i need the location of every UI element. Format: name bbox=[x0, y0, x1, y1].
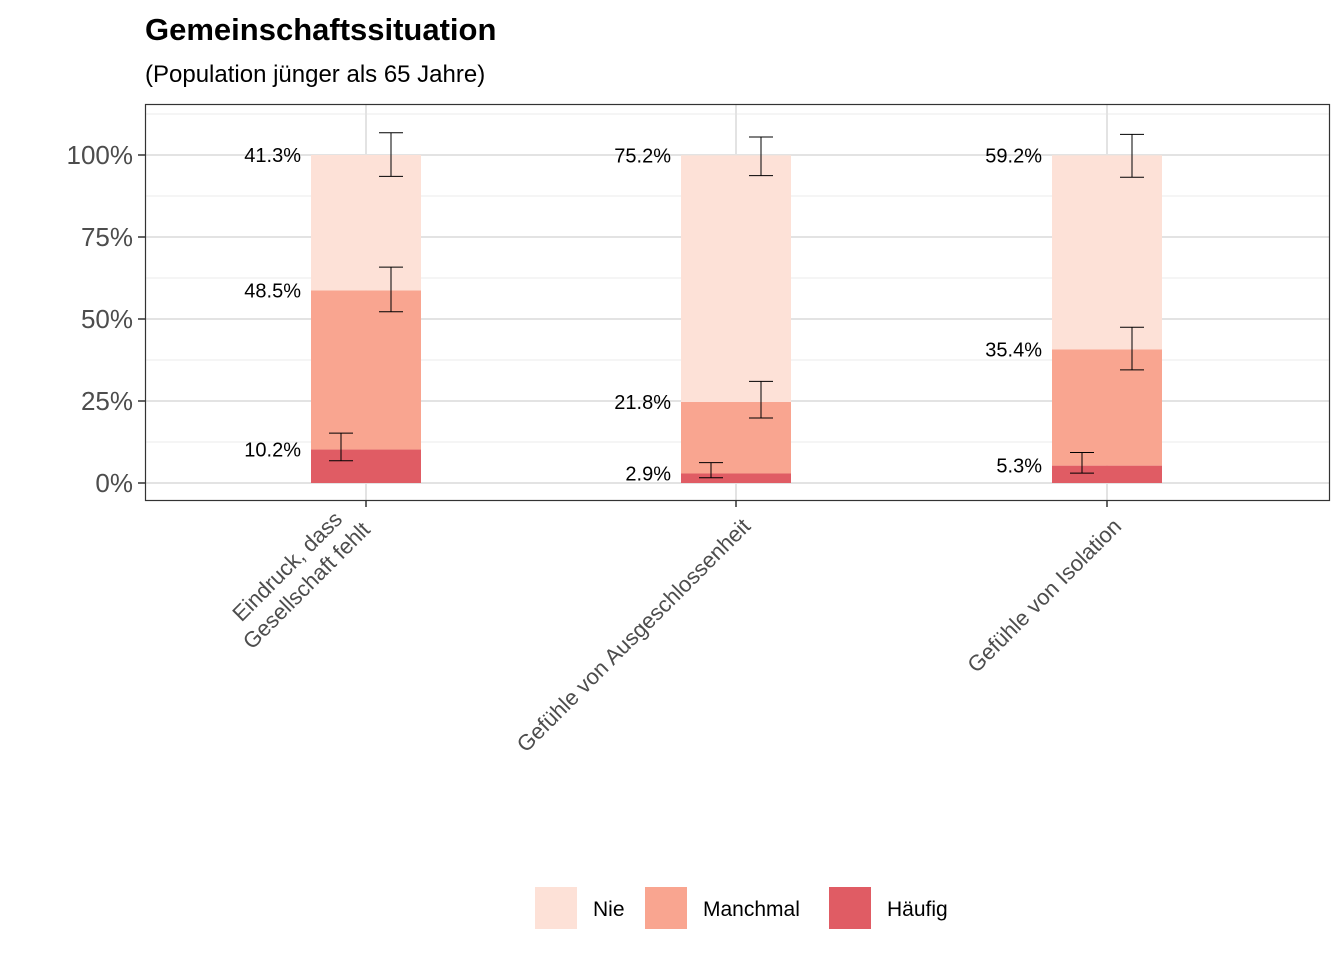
legend-label: Manchmal bbox=[703, 898, 800, 921]
data-label: 5.3% bbox=[996, 456, 1042, 478]
y-tick-label: 0% bbox=[95, 468, 133, 498]
chart-title: Gemeinschaftssituation bbox=[145, 12, 496, 47]
bar-manchmal-1 bbox=[681, 401, 791, 474]
y-tick-label: 25% bbox=[81, 386, 133, 416]
data-label: 21.8% bbox=[614, 392, 671, 414]
legend-label: Nie bbox=[593, 898, 625, 921]
bar-manchmal-0 bbox=[311, 290, 421, 450]
data-label: 75.2% bbox=[614, 145, 671, 167]
y-tick-label: 100% bbox=[67, 140, 134, 170]
plot-border bbox=[144, 103, 1331, 502]
bar-nie-2 bbox=[1052, 155, 1162, 350]
bar-hufig-0 bbox=[311, 449, 421, 483]
legend-key-1 bbox=[645, 887, 687, 929]
legend: Nie Manchmal Häufig bbox=[535, 887, 948, 929]
x-tick-label: Eindruck, dassGesellschaft fehlt bbox=[219, 498, 375, 654]
chart-subtitle: (Population jünger als 65 Jahre) bbox=[145, 61, 485, 88]
x-tick-label: Gefühle von Isolation bbox=[962, 514, 1126, 678]
axes: 0% 25% 50% 75% 100% Eindruck, dassGesellschaf… bbox=[67, 140, 1127, 757]
bar-hufig-2 bbox=[1052, 465, 1162, 483]
legend-label: Häufig bbox=[887, 898, 948, 921]
legend-key-2 bbox=[829, 887, 871, 929]
bar-nie-0 bbox=[311, 155, 421, 291]
bars bbox=[311, 155, 1162, 483]
data-label: 41.3% bbox=[244, 145, 301, 167]
bar-manchmal-2 bbox=[1052, 349, 1162, 466]
data-label: 10.2% bbox=[244, 440, 301, 462]
y-tick-label: 75% bbox=[81, 222, 133, 252]
bar-nie-1 bbox=[681, 155, 791, 402]
x-tick-label: Gefühle von Ausgeschlossenheit bbox=[512, 514, 755, 757]
error-bars bbox=[329, 132, 1144, 479]
data-label: 48.5% bbox=[244, 280, 301, 302]
bar-hufig-1 bbox=[681, 473, 791, 483]
data-label: 2.9% bbox=[625, 463, 671, 485]
data-labels: 10.2% 48.5% 41.3% 2.9% 21.8% 75.2% 5.3% 35.4% 59… bbox=[244, 145, 1042, 485]
legend-key-0 bbox=[535, 887, 577, 929]
y-tick-label: 50% bbox=[81, 304, 133, 334]
data-label: 35.4% bbox=[985, 340, 1042, 362]
data-label: 59.2% bbox=[985, 145, 1042, 167]
